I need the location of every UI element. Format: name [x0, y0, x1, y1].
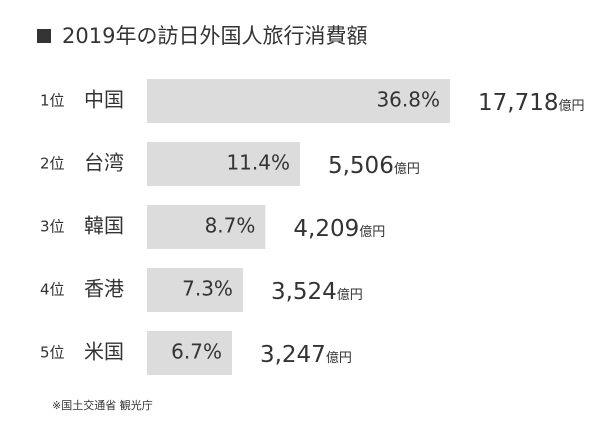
value-label: 11.4%: [226, 151, 290, 175]
amount: 17,718: [478, 90, 558, 116]
amount-label: 3,524億円: [271, 279, 363, 305]
amount-unit: 億円: [394, 161, 420, 177]
bar: [147, 268, 243, 312]
amount: 3,247: [260, 342, 326, 368]
category-label: 韓国: [84, 214, 124, 238]
amount-unit: 億円: [337, 287, 363, 303]
value-label: 8.7%: [205, 214, 256, 238]
amount-label: 4,209億円: [293, 216, 385, 242]
amount-unit: 億円: [359, 224, 385, 240]
amount-unit: 億円: [558, 98, 584, 114]
bar: [147, 142, 300, 186]
amount-label: 17,718億円: [478, 90, 585, 116]
rank: 2位: [40, 155, 65, 173]
category-label: 香港: [84, 277, 124, 301]
value-label: 7.3%: [182, 277, 233, 301]
amount: 3,524: [271, 279, 337, 305]
amount-label: 5,506億円: [328, 153, 420, 179]
rank: 3位: [40, 218, 65, 236]
source: ※国土交通省 観光庁: [52, 398, 153, 412]
category-label: 米国: [84, 340, 124, 364]
bar: [147, 331, 232, 375]
title-marker: [37, 29, 51, 43]
value-label: 6.7%: [171, 340, 222, 364]
rank: 1位: [40, 92, 65, 110]
category-label: 中国: [84, 88, 124, 112]
rank: 5位: [40, 344, 65, 362]
value-label: 36.8%: [376, 88, 440, 112]
category-label: 台湾: [84, 151, 124, 175]
bar: [147, 205, 266, 249]
amount-unit: 億円: [326, 350, 352, 366]
bar: [147, 79, 450, 123]
chart-title: 2019年の訪日外国人旅行消費額: [62, 24, 367, 48]
amount: 5,506: [328, 153, 394, 179]
rank: 4位: [40, 281, 65, 299]
amount: 4,209: [293, 216, 359, 242]
amount-label: 3,247億円: [260, 342, 352, 368]
